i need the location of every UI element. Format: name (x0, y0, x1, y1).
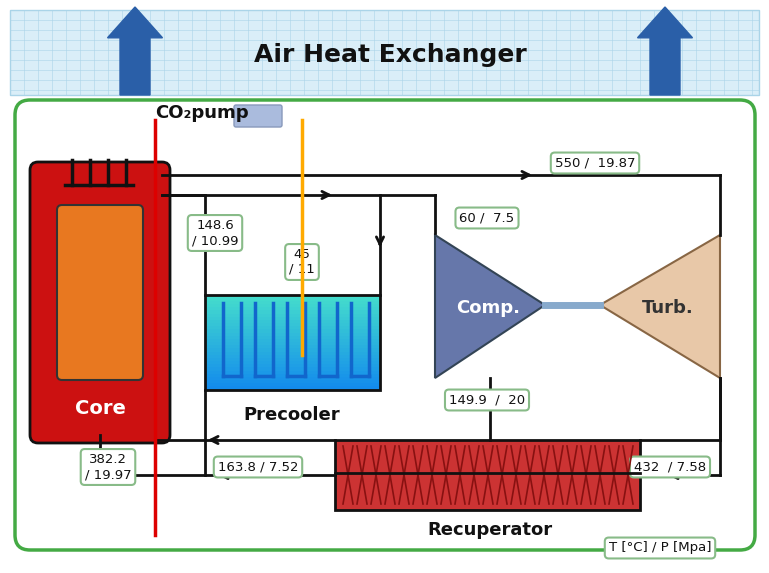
Bar (205, 326, 380, 330)
Text: Turb.: Turb. (642, 299, 694, 317)
Text: Precooler: Precooler (244, 406, 341, 424)
Bar (205, 311, 380, 315)
Bar (205, 301, 380, 305)
FancyArrow shape (638, 7, 693, 95)
Bar (205, 297, 380, 302)
Bar (205, 386, 380, 391)
Bar (205, 329, 380, 333)
Bar (205, 295, 380, 299)
Bar (205, 304, 380, 308)
Text: T [°C] / P [Mpa]: T [°C] / P [Mpa] (609, 541, 711, 555)
Text: Core: Core (75, 398, 125, 418)
Bar (205, 371, 380, 375)
Text: 60 /  7.5: 60 / 7.5 (459, 211, 514, 225)
Text: Recuperator: Recuperator (428, 521, 553, 539)
Bar (205, 348, 380, 352)
Bar (205, 380, 380, 384)
Bar (205, 320, 380, 324)
Text: 163.8 / 7.52: 163.8 / 7.52 (218, 461, 298, 473)
FancyBboxPatch shape (10, 10, 759, 95)
FancyBboxPatch shape (30, 162, 170, 443)
Text: 432  / 7.58: 432 / 7.58 (634, 461, 706, 473)
Bar (205, 342, 380, 346)
Bar (205, 323, 380, 327)
Text: 550 /  19.87: 550 / 19.87 (554, 156, 635, 170)
Bar (205, 383, 380, 387)
Bar (205, 345, 380, 350)
Bar (205, 313, 380, 317)
Bar (205, 377, 380, 381)
Bar (205, 367, 380, 371)
Bar (205, 317, 380, 321)
Text: Air Heat Exchanger: Air Heat Exchanger (254, 43, 526, 67)
Text: CO₂pump: CO₂pump (155, 104, 248, 122)
Bar (205, 332, 380, 337)
Text: Comp.: Comp. (456, 299, 520, 317)
Text: 45
/ 11: 45 / 11 (289, 248, 315, 276)
Text: 148.6
/ 10.99: 148.6 / 10.99 (191, 219, 238, 247)
Polygon shape (600, 235, 720, 378)
Bar (205, 351, 380, 356)
Bar (205, 361, 380, 365)
Bar (205, 358, 380, 362)
Bar (205, 336, 380, 340)
FancyBboxPatch shape (234, 105, 282, 127)
Text: 149.9  /  20: 149.9 / 20 (449, 394, 525, 406)
Bar (205, 339, 380, 343)
Bar (205, 355, 380, 359)
Text: 382.2
/ 19.97: 382.2 / 19.97 (85, 453, 131, 481)
Polygon shape (435, 235, 545, 378)
FancyArrow shape (108, 7, 162, 95)
Bar (205, 364, 380, 368)
Bar (205, 374, 380, 378)
Bar (205, 307, 380, 311)
FancyBboxPatch shape (335, 440, 640, 510)
FancyBboxPatch shape (57, 205, 143, 380)
